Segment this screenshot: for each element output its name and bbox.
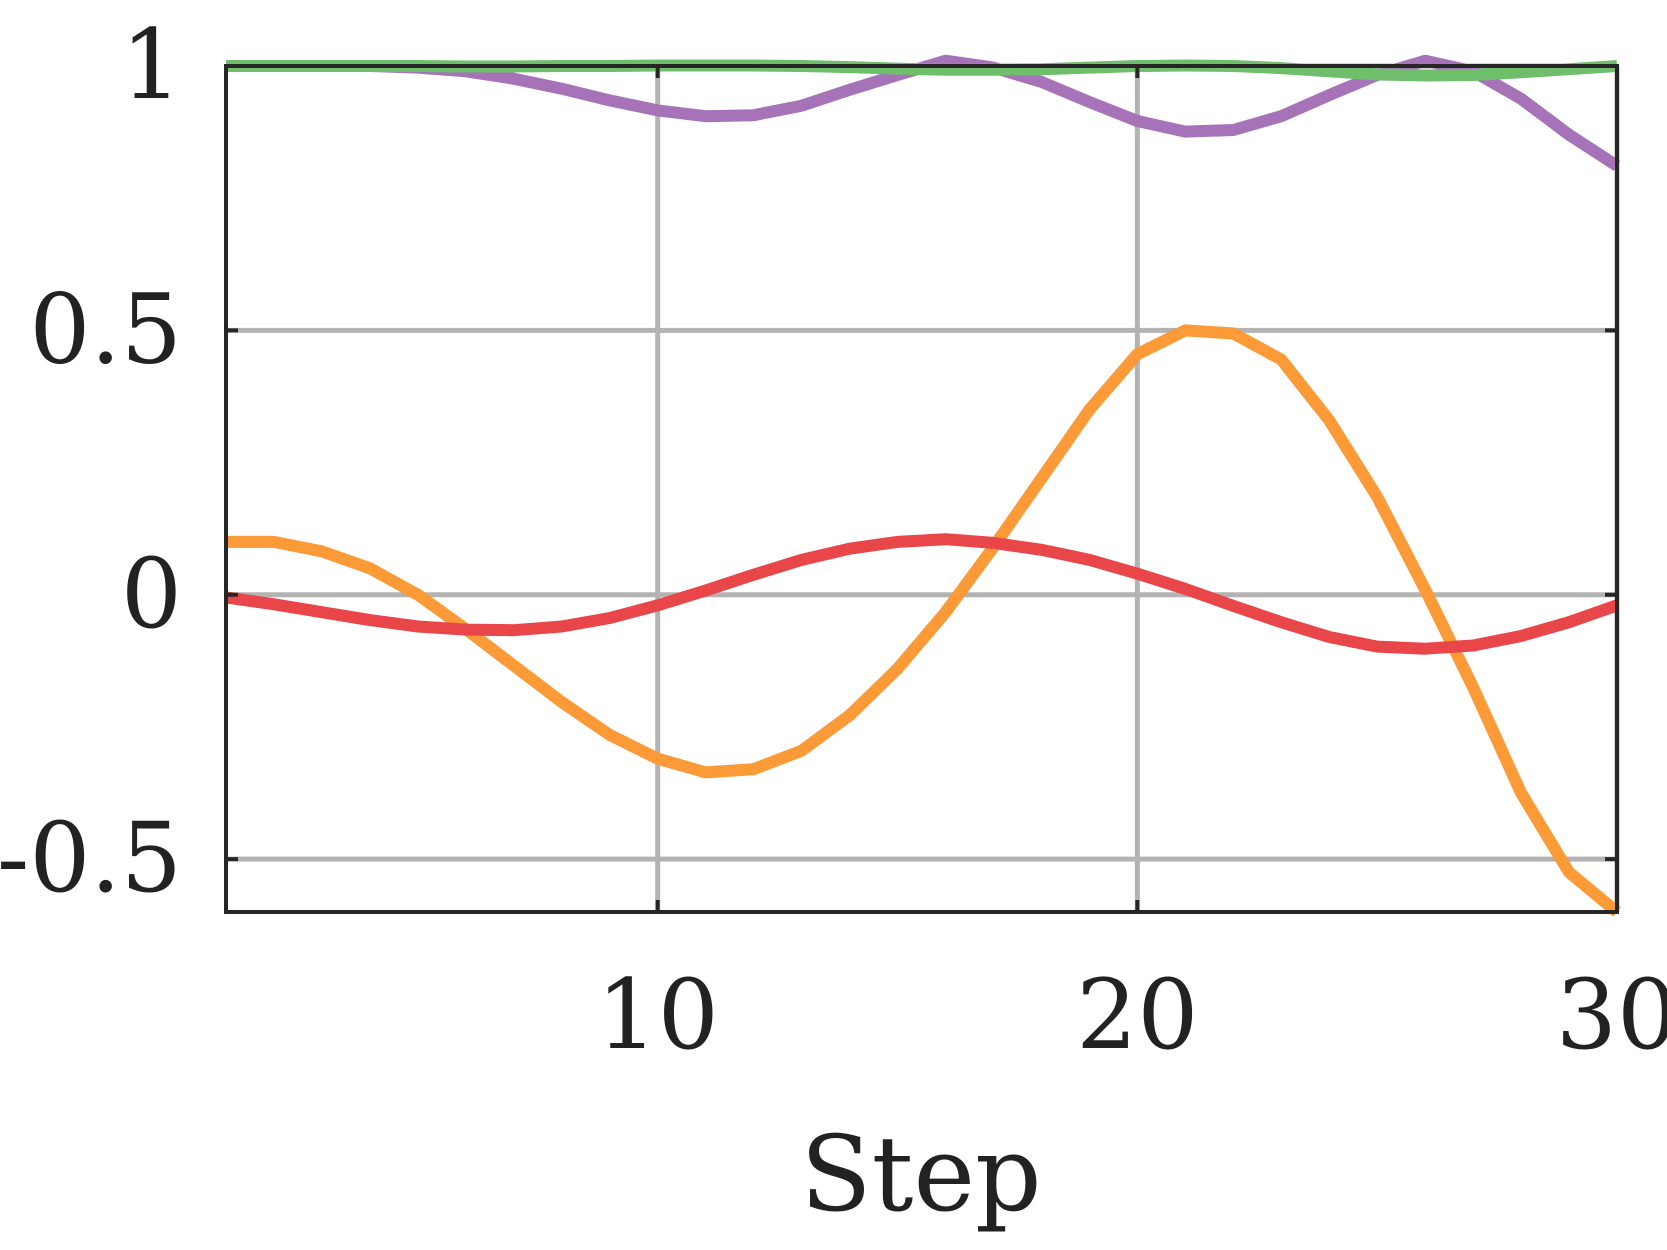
x-tick-label: 10 bbox=[597, 959, 719, 1071]
x-tick-label: 30 bbox=[1556, 959, 1667, 1071]
series-line-3 bbox=[226, 324, 1621, 917]
y-tick-labels: -0.5 0 0.5 1 bbox=[0, 9, 182, 914]
tick-marks bbox=[226, 64, 1619, 912]
axes-box bbox=[224, 64, 1619, 914]
x-axis-label: Step bbox=[800, 1113, 1041, 1235]
series-line-4 bbox=[225, 533, 1619, 655]
y-tick-label: 0 bbox=[121, 538, 182, 650]
series-lines bbox=[225, 54, 1621, 917]
grid-lines bbox=[226, 63, 1620, 912]
x-tick-labels: 10 20 30 bbox=[597, 959, 1667, 1071]
x-tick-label: 20 bbox=[1076, 959, 1198, 1071]
y-tick-label: -0.5 bbox=[0, 802, 182, 914]
y-tick-label: 1 bbox=[121, 9, 182, 121]
y-tick-label: 0.5 bbox=[29, 273, 182, 385]
